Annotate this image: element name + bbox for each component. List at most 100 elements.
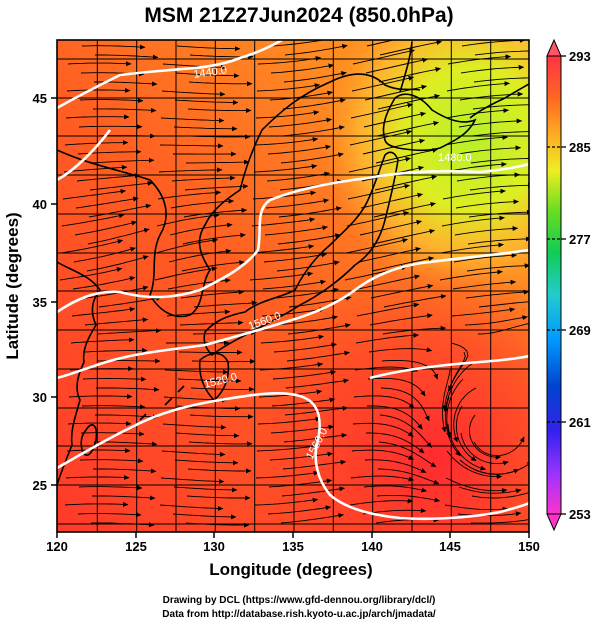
- streamline: [472, 461, 529, 475]
- streamline: [86, 255, 149, 272]
- x-axis: 120 125 130 135 140 145 150 Longitude (d…: [46, 532, 540, 579]
- streamline: [280, 152, 344, 164]
- y-tick-label: 45: [33, 91, 47, 106]
- streamline: [443, 360, 478, 413]
- streamline: [261, 307, 326, 317]
- streamline: [79, 98, 144, 104]
- credit-data-source: Data from http://database.rish.kyoto-u.a…: [162, 609, 436, 620]
- streamline: [255, 470, 320, 479]
- streamline: [76, 173, 141, 182]
- streamline: [352, 48, 415, 65]
- streamline: [456, 172, 521, 182]
- streamline: [97, 328, 162, 335]
- streamline: [157, 190, 222, 200]
- streamline: [73, 246, 136, 263]
- streamline: [267, 505, 332, 515]
- coastline-china: [57, 261, 101, 486]
- streamline: [185, 522, 250, 528]
- x-tick-label: 150: [518, 539, 540, 554]
- streamline: [254, 497, 319, 506]
- streamline: [280, 513, 344, 524]
- coastline-sakhalin: [399, 41, 413, 93]
- streamline: [468, 209, 529, 218]
- streamline: [284, 44, 348, 56]
- y-axis: 25 30 35 40 45 Latitude (degrees): [3, 91, 57, 493]
- streamline: [252, 190, 317, 200]
- coastline-taiwan: [80, 424, 98, 456]
- streamline: [269, 451, 334, 461]
- streamline: [260, 334, 325, 344]
- streamline: [175, 72, 240, 79]
- streamline: [169, 222, 233, 236]
- streamline: [355, 332, 419, 344]
- y-tick-label: 40: [33, 197, 47, 212]
- streamline: [181, 260, 245, 272]
- streamline: [362, 508, 427, 515]
- contour-1440-west: [57, 129, 112, 182]
- colorbar-tick-label: 285: [569, 140, 591, 155]
- streamline: [471, 131, 529, 137]
- streamline: [72, 276, 136, 290]
- streamline: [379, 414, 432, 448]
- streamline: [174, 459, 239, 466]
- streamline: [442, 351, 466, 411]
- x-tick-label: 130: [203, 539, 225, 554]
- streamline: [264, 225, 328, 236]
- streamline: [281, 125, 345, 137]
- streamline: [363, 485, 427, 493]
- streamline: [454, 226, 519, 236]
- streamline: [74, 220, 138, 236]
- colorbar-tick-label: 261: [569, 415, 591, 430]
- streamline: [473, 77, 529, 83]
- colorbar-tick-label: 269: [569, 323, 591, 338]
- streamline: [453, 252, 518, 263]
- streamline: [173, 486, 238, 493]
- streamline: [473, 436, 525, 457]
- streamline: [458, 486, 522, 494]
- streamline: [455, 199, 520, 209]
- streamline: [445, 396, 461, 457]
- streamline: [364, 459, 427, 473]
- y-tick-label: 30: [33, 390, 47, 405]
- streamline: [160, 117, 225, 124]
- streamline: [354, 366, 418, 372]
- streamline: [71, 306, 136, 317]
- streamline: [67, 421, 132, 427]
- streamline: [59, 267, 123, 281]
- streamline: [351, 449, 415, 460]
- streamline: [87, 228, 150, 245]
- streamline: [177, 378, 242, 384]
- streamline: [349, 498, 414, 506]
- streamline: [470, 156, 529, 164]
- colorbar-tick-label: 253: [569, 507, 591, 522]
- streamline: [66, 87, 131, 93]
- streamline: [367, 377, 426, 397]
- contour-1480: [57, 162, 529, 314]
- streamline: [442, 188, 506, 200]
- streamline: [440, 242, 504, 254]
- streamline: [278, 206, 342, 218]
- streamline: [474, 50, 529, 56]
- wind-streamlines: [59, 40, 529, 528]
- streamline: [371, 256, 435, 272]
- y-tick-label: 35: [33, 295, 47, 310]
- streamline: [256, 83, 321, 92]
- colorbar-max-arrow-icon: [546, 38, 562, 57]
- streamline: [283, 71, 347, 83]
- streamline: [63, 164, 128, 173]
- streamline: [283, 432, 348, 443]
- streamline: [270, 63, 334, 74]
- streamline: [286, 350, 350, 362]
- streamline: [176, 45, 241, 52]
- plot-area: 1440.0 1480.0 1520.0 1560.0 1560.0: [57, 40, 529, 532]
- streamline: [183, 207, 248, 218]
- y-tick-label: 25: [33, 478, 47, 493]
- x-tick-label: 140: [361, 539, 383, 554]
- streamline: [66, 448, 131, 454]
- streamline: [285, 378, 349, 389]
- colorbar-tick-label: 293: [569, 49, 591, 64]
- streamline: [272, 369, 337, 380]
- colorbar: 293 285 277 269 261 253: [546, 38, 591, 532]
- streamline: [188, 441, 253, 447]
- streamline: [70, 337, 135, 344]
